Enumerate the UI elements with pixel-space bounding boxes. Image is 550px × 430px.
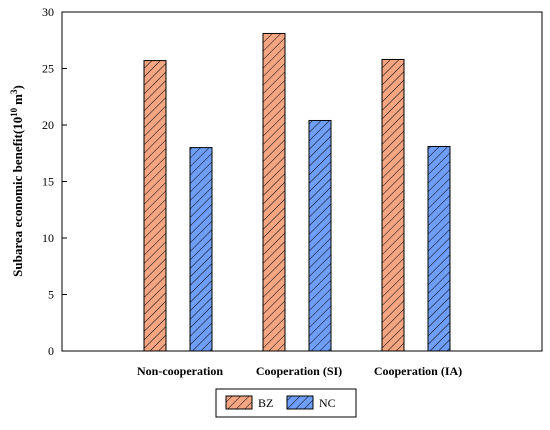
legend-swatch-nc: [286, 395, 314, 410]
bar-bz-2: [381, 58, 405, 352]
bar-nc-1: [308, 119, 332, 352]
x-category-label: Non-cooperation: [137, 364, 223, 378]
x-axis: Non-cooperation Cooperation (SI) Cooperati…: [137, 364, 462, 378]
y-tick-label: 15: [42, 175, 54, 189]
bar-nc-2: [427, 145, 451, 352]
y-tick-label: 0: [48, 344, 54, 358]
y-axis-title-close: ): [10, 85, 25, 89]
y-axis-title-unit: m: [10, 94, 25, 105]
y-tick-label: 5: [48, 288, 54, 302]
legend-swatch-bz: [225, 395, 253, 410]
y-tick-label: 25: [42, 62, 54, 76]
y-tick-label: 10: [42, 231, 54, 245]
legend-label-bz: BZ: [258, 396, 273, 410]
bars: [143, 32, 451, 352]
bar-nc-0: [189, 147, 213, 352]
legend: BZ NC: [215, 388, 357, 418]
y-axis-title-unit-exponent: 3: [9, 89, 19, 94]
plot-area: [61, 11, 543, 352]
x-category-label: Cooperation (SI): [256, 364, 342, 378]
bar-bz-0: [143, 60, 167, 352]
y-axis: 0 5 10 15 20 25 30: [42, 5, 67, 358]
y-tick-label: 30: [42, 5, 54, 19]
bar-bz-1: [262, 32, 286, 352]
y-tick-label: 20: [42, 118, 54, 132]
y-axis-title: Subarea economic benefit(1010m3): [9, 85, 25, 277]
y-axis-title-exponent: 10: [9, 107, 19, 117]
legend-label-nc: NC: [319, 396, 336, 410]
x-category-label: Cooperation (IA): [374, 364, 462, 378]
